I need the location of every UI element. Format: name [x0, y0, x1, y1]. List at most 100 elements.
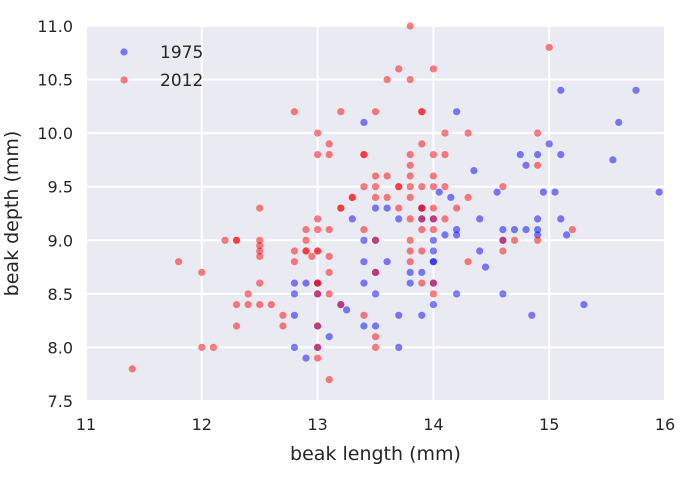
point-2012	[406, 151, 414, 159]
x-tick-label: 13	[307, 415, 327, 434]
point-1975	[383, 204, 391, 212]
point-2012	[256, 252, 264, 260]
point-2012	[429, 183, 437, 191]
point-2012	[371, 193, 380, 201]
y-axis-label: beak depth (mm)	[1, 131, 23, 297]
point-2012	[314, 129, 322, 137]
point-1975	[406, 279, 414, 287]
point-1975	[406, 268, 414, 276]
point-1975	[395, 343, 403, 351]
point-1975	[435, 188, 443, 196]
point-1975	[522, 161, 530, 169]
point-2012	[244, 301, 252, 309]
legend-marker-2012	[120, 76, 128, 84]
point-2012	[314, 226, 322, 234]
x-tick-labels: 11 12 13 14 15 16	[76, 415, 675, 434]
point-2012	[325, 268, 333, 276]
point-1975	[360, 236, 368, 244]
point-1975	[429, 258, 437, 266]
point-2012	[314, 247, 322, 255]
point-2012	[418, 226, 426, 234]
point-2012	[198, 343, 206, 351]
point-2012	[128, 365, 136, 373]
point-2012	[314, 354, 322, 362]
point-2012	[464, 258, 472, 266]
point-1975	[360, 118, 368, 126]
point-2012	[429, 279, 437, 287]
point-1975	[615, 118, 623, 126]
point-2012	[383, 172, 391, 180]
data-points	[128, 22, 663, 384]
point-1975	[534, 231, 542, 239]
point-1975	[493, 188, 501, 196]
point-2012	[325, 226, 333, 234]
point-2012	[325, 252, 333, 260]
point-2012	[314, 215, 322, 223]
legend-marker-1975	[120, 48, 128, 56]
point-2012	[429, 204, 437, 212]
point-2012	[441, 183, 449, 191]
point-2012	[406, 76, 414, 84]
point-2012	[175, 258, 183, 266]
point-2012	[418, 183, 426, 191]
point-2012	[314, 279, 322, 287]
point-2012	[360, 311, 368, 319]
point-2012	[337, 108, 345, 116]
point-2012	[441, 129, 449, 137]
point-2012	[308, 252, 316, 260]
point-1975	[290, 311, 298, 319]
point-1975	[371, 290, 380, 298]
point-2012	[325, 376, 333, 384]
point-1975	[429, 236, 437, 244]
y-tick-label: 11.0	[37, 17, 73, 36]
point-1975	[632, 86, 640, 94]
point-2012	[406, 193, 414, 201]
point-2012	[302, 226, 310, 234]
point-1975	[522, 226, 530, 234]
point-1975	[470, 167, 478, 175]
point-1975	[557, 151, 565, 159]
y-tick-labels: 7.5 8.0 8.5 9.0 9.5 10.0 10.5 11.0	[37, 17, 73, 411]
point-2012	[406, 247, 414, 255]
point-2012	[418, 108, 426, 116]
point-2012	[395, 204, 403, 212]
point-1975	[290, 343, 298, 351]
point-2012	[325, 290, 333, 298]
point-2012	[545, 43, 553, 52]
point-2012	[418, 140, 426, 148]
point-1975	[371, 204, 380, 212]
point-1975	[348, 215, 356, 223]
point-2012	[371, 333, 380, 341]
x-tick-label: 11	[76, 415, 96, 434]
y-tick-label: 10.0	[37, 124, 73, 143]
point-2012	[198, 268, 206, 276]
point-1975	[539, 188, 548, 196]
point-1975	[563, 231, 571, 239]
point-2012	[371, 343, 380, 351]
point-2012	[371, 108, 380, 116]
point-1975	[429, 247, 437, 255]
x-tick-label: 14	[423, 415, 443, 434]
point-1975	[481, 263, 490, 271]
point-2012	[360, 183, 368, 191]
point-2012	[406, 172, 414, 180]
point-1975	[302, 279, 310, 287]
point-2012	[337, 204, 345, 212]
point-2012	[418, 279, 426, 287]
point-1975	[557, 215, 565, 223]
legend-label-2012: 2012	[160, 71, 203, 91]
point-2012	[302, 236, 310, 244]
point-2012	[418, 215, 426, 223]
point-2012	[441, 151, 449, 159]
x-axis-label: beak length (mm)	[290, 443, 461, 465]
point-1975	[476, 215, 484, 223]
point-2012	[256, 204, 264, 212]
point-2012	[395, 65, 403, 73]
point-2012	[290, 258, 298, 266]
point-1975	[534, 215, 542, 223]
y-tick-label: 10.5	[37, 71, 73, 90]
point-1975	[510, 226, 519, 234]
y-tick-label: 9.0	[48, 231, 73, 250]
point-2012	[232, 301, 241, 309]
point-1975	[609, 156, 617, 164]
